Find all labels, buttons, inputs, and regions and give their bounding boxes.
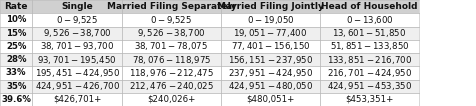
Text: $0 - $19,050: $0 - $19,050 xyxy=(247,14,294,26)
Bar xyxy=(221,80,320,93)
Text: $9,526 - $38,700: $9,526 - $38,700 xyxy=(43,27,111,39)
Text: Married Filing Separately: Married Filing Separately xyxy=(107,2,236,11)
Text: $0 - $9,525: $0 - $9,525 xyxy=(56,14,98,26)
Text: $424,951 - $453,350: $424,951 - $453,350 xyxy=(327,80,412,92)
Text: 15%: 15% xyxy=(6,29,26,38)
Bar xyxy=(0,13,32,26)
Bar xyxy=(320,13,419,26)
Bar xyxy=(0,53,32,66)
Text: $133,851 - $216,700: $133,851 - $216,700 xyxy=(327,54,412,66)
Bar xyxy=(32,80,122,93)
Bar xyxy=(32,0,122,13)
Text: $51,851 - $133,850: $51,851 - $133,850 xyxy=(329,40,409,52)
Bar xyxy=(122,80,221,93)
Bar xyxy=(221,26,320,40)
Text: 28%: 28% xyxy=(6,55,27,64)
Bar xyxy=(320,26,419,40)
Text: $9,526 - $38,700: $9,526 - $38,700 xyxy=(137,27,206,39)
Text: $195,451 - $424,950: $195,451 - $424,950 xyxy=(35,67,119,79)
Text: $38,701 - $93,700: $38,701 - $93,700 xyxy=(40,40,114,52)
Bar xyxy=(0,26,32,40)
Text: Single: Single xyxy=(61,2,93,11)
Bar xyxy=(122,40,221,53)
Text: $77,401 - $156,150: $77,401 - $156,150 xyxy=(231,40,310,52)
Bar xyxy=(32,40,122,53)
Text: $156,151 - $237,950: $156,151 - $237,950 xyxy=(228,54,313,66)
Text: $93,701 - $195,450: $93,701 - $195,450 xyxy=(37,54,117,66)
Bar xyxy=(32,13,122,26)
Bar xyxy=(320,40,419,53)
Text: 25%: 25% xyxy=(6,42,26,51)
Bar xyxy=(122,93,221,106)
Text: $453,351+: $453,351+ xyxy=(345,95,394,104)
Bar xyxy=(320,53,419,66)
Text: $38,701 - $78,075: $38,701 - $78,075 xyxy=(134,40,208,52)
Bar xyxy=(32,26,122,40)
Bar xyxy=(0,40,32,53)
Text: $118,976 - $212,475: $118,976 - $212,475 xyxy=(129,67,214,79)
Bar xyxy=(32,93,122,106)
Bar xyxy=(0,93,32,106)
Bar xyxy=(320,66,419,80)
Bar xyxy=(221,93,320,106)
Bar xyxy=(32,53,122,66)
Bar xyxy=(320,93,419,106)
Text: $19,051 - $77,400: $19,051 - $77,400 xyxy=(233,27,307,39)
Text: $240,026+: $240,026+ xyxy=(147,95,196,104)
Text: $0 - $9,525: $0 - $9,525 xyxy=(150,14,192,26)
Bar xyxy=(221,0,320,13)
Text: 35%: 35% xyxy=(6,82,26,91)
Bar xyxy=(0,0,32,13)
Bar xyxy=(122,66,221,80)
Text: 33%: 33% xyxy=(6,68,27,77)
Text: 10%: 10% xyxy=(6,15,26,24)
Bar xyxy=(320,80,419,93)
Text: $216,701 - $424,950: $216,701 - $424,950 xyxy=(327,67,412,79)
Bar xyxy=(122,26,221,40)
Bar xyxy=(221,66,320,80)
Text: $480,051+: $480,051+ xyxy=(246,95,295,104)
Text: Married Filing Jointly: Married Filing Jointly xyxy=(217,2,324,11)
Text: $424,951 - $426,700: $424,951 - $426,700 xyxy=(35,80,119,92)
Bar xyxy=(0,66,32,80)
Text: $426,701+: $426,701+ xyxy=(53,95,101,104)
Bar xyxy=(221,53,320,66)
Text: $13,601 - $51,850: $13,601 - $51,850 xyxy=(332,27,407,39)
Bar xyxy=(32,66,122,80)
Text: $424,951 - $480,050: $424,951 - $480,050 xyxy=(228,80,313,92)
Text: $212,476 - $240,025: $212,476 - $240,025 xyxy=(129,80,214,92)
Bar xyxy=(320,0,419,13)
Bar xyxy=(122,53,221,66)
Text: $237,951 - $424,950: $237,951 - $424,950 xyxy=(228,67,313,79)
Text: Head of Household: Head of Household xyxy=(321,2,417,11)
Text: $78,076 - $118,975: $78,076 - $118,975 xyxy=(132,54,211,66)
Text: 39.6%: 39.6% xyxy=(1,95,31,104)
Bar xyxy=(122,13,221,26)
Text: $0 - $13,600: $0 - $13,600 xyxy=(346,14,393,26)
Bar xyxy=(221,13,320,26)
Bar xyxy=(221,40,320,53)
Text: Rate: Rate xyxy=(4,2,28,11)
Bar xyxy=(122,0,221,13)
Bar xyxy=(0,80,32,93)
